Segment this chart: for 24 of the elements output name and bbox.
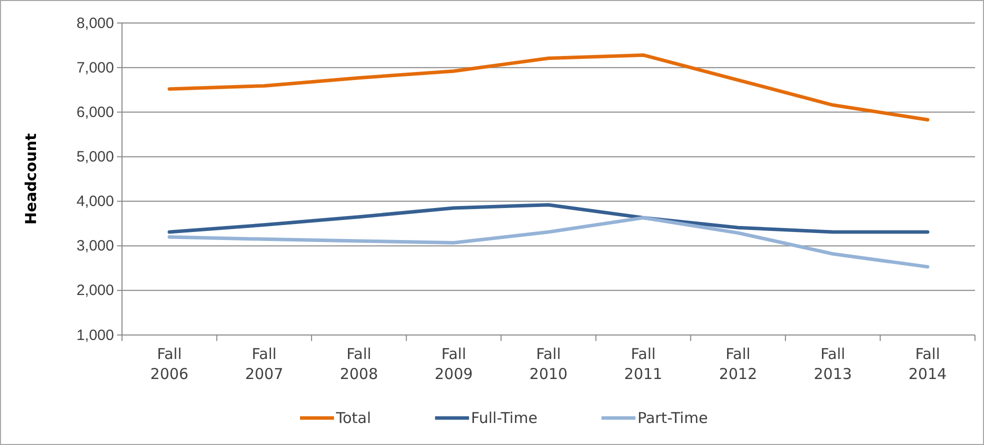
x-tick-label: Fall 2008 [340, 345, 378, 383]
x-tick-label: Fall 2012 [718, 345, 758, 383]
x-tick-label: Fall 2010 [529, 345, 568, 383]
legend-label: Total [335, 409, 372, 427]
y-tick-label: 8,000 [76, 14, 114, 32]
x-tick-label: Fall 2009 [434, 345, 473, 383]
x-tick-label: Fall 2013 [814, 345, 852, 383]
x-tick-label: Fall 2011 [624, 345, 662, 383]
legend-label: Part-Time [637, 409, 708, 427]
legend-label: Full-Time [471, 409, 538, 427]
y-tick-label: 2,000 [76, 282, 114, 300]
y-tick-label: 4,000 [76, 193, 114, 210]
x-tick-label: Fall 2006 [150, 345, 188, 383]
x-tick-label: Fall 2014 [908, 345, 947, 383]
y-tick-label: 5,000 [76, 148, 114, 166]
x-tick-label: Fall 2007 [245, 345, 284, 383]
y-tick-label: 6,000 [76, 104, 114, 121]
y-tick-label: 1,000 [76, 326, 114, 344]
y-tick-label: 3,000 [76, 238, 114, 255]
y-tick-label: 7,000 [76, 59, 114, 76]
y-axis-title: Headcount [22, 133, 40, 225]
line-series [168, 203, 930, 234]
line-series [168, 216, 930, 269]
line-series [168, 53, 930, 122]
